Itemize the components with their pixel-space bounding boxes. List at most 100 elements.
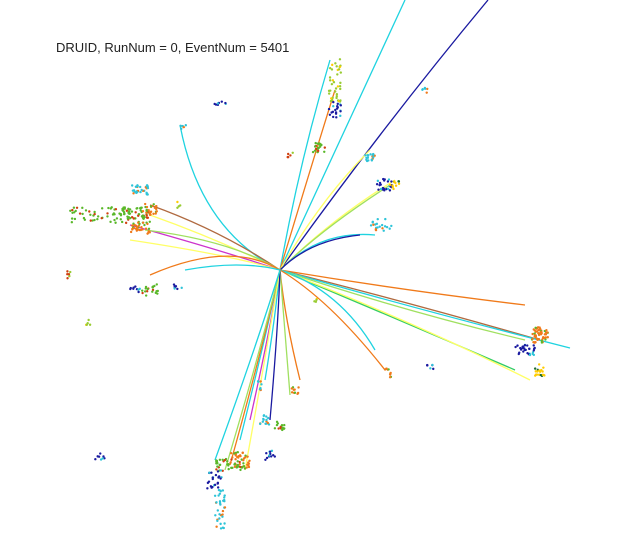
hit-dot <box>223 506 227 509</box>
hit-dot <box>387 368 390 371</box>
hit-dot <box>328 79 332 82</box>
hit-dot <box>431 363 434 367</box>
hit-dot <box>539 331 542 334</box>
hit-dot <box>213 483 217 487</box>
hit-dot <box>84 209 88 212</box>
hit-dot <box>429 367 432 370</box>
hit-dot <box>388 189 392 192</box>
hit-dot <box>330 97 333 100</box>
hit-dot <box>70 221 74 224</box>
hit-dot <box>216 519 219 523</box>
hit-dot <box>218 517 221 520</box>
hit-dot <box>91 219 94 222</box>
hit-dot <box>93 218 96 222</box>
hit-dot <box>536 338 539 342</box>
hit-dot <box>107 206 110 210</box>
hit-dot <box>545 328 548 332</box>
hit-dot <box>217 494 220 497</box>
hit-dot <box>364 154 367 157</box>
hit-dot <box>258 388 262 391</box>
hit-dot <box>128 212 132 215</box>
hit-dot <box>100 216 103 220</box>
hit-dot <box>219 469 223 472</box>
hit-dot <box>380 223 384 227</box>
hit-dot <box>124 221 128 225</box>
hit-dot <box>393 180 396 184</box>
hit-dot <box>384 217 387 221</box>
hit-dot <box>149 205 153 208</box>
hit-dot <box>532 344 535 347</box>
hit-dot <box>388 227 391 230</box>
hit-dot <box>146 186 150 190</box>
hit-dot <box>331 63 334 67</box>
hit-dot <box>145 205 149 209</box>
hit-dot <box>141 289 144 292</box>
particle-track <box>269 269 281 421</box>
hit-dot <box>541 337 544 340</box>
hit-dot <box>133 190 136 193</box>
hit-dot <box>386 187 390 190</box>
hit-dot <box>94 458 97 461</box>
particle-track <box>279 269 291 396</box>
hit-dot <box>215 462 218 465</box>
hit-dot <box>334 62 337 65</box>
hit-dot <box>425 91 428 94</box>
hit-dot <box>176 200 179 204</box>
hit-dot <box>216 470 220 473</box>
hit-dot <box>269 455 273 458</box>
hit-dot <box>176 287 179 291</box>
hit-dot <box>110 206 113 209</box>
hit-dot <box>69 209 72 212</box>
hit-dot <box>180 127 183 131</box>
hit-dot <box>141 221 145 224</box>
hit-dot <box>279 425 282 429</box>
hit-dot <box>266 416 270 420</box>
hit-dot <box>216 509 220 512</box>
hit-dot <box>222 498 226 502</box>
hit-dot <box>136 214 140 218</box>
hit-dot <box>99 452 102 455</box>
hit-dot <box>394 184 398 187</box>
hit-dot <box>132 217 135 220</box>
hit-dot <box>283 423 286 427</box>
hit-dot <box>275 423 279 427</box>
hit-dot <box>119 214 123 217</box>
hit-dot <box>179 124 182 128</box>
hit-dot <box>143 223 146 227</box>
hit-dot <box>264 458 267 462</box>
hit-dot <box>96 215 100 218</box>
hit-dot <box>136 225 139 229</box>
hit-dot <box>521 345 525 348</box>
hit-dot <box>101 457 104 460</box>
hit-dot <box>179 204 182 207</box>
hit-dot <box>397 180 400 183</box>
hit-dot <box>155 283 158 286</box>
hit-dot <box>293 391 297 394</box>
hit-dot <box>88 210 91 213</box>
hit-dot <box>540 341 544 344</box>
hit-dot <box>140 226 143 229</box>
hit-dot <box>217 488 221 492</box>
hit-dot <box>102 455 105 458</box>
hit-dot <box>155 289 158 293</box>
hit-dot <box>289 154 292 157</box>
particle-track <box>279 149 371 271</box>
hit-dot <box>523 344 527 347</box>
hit-dot <box>216 486 220 489</box>
particle-track <box>279 269 516 371</box>
hit-dot <box>546 331 549 334</box>
hit-dot <box>87 318 90 322</box>
hit-dot <box>89 213 92 216</box>
hit-dot <box>82 216 86 220</box>
hit-dot <box>313 145 317 148</box>
hit-dot <box>227 463 230 466</box>
event-title: DRUID, RunNum = 0, EventNum = 5401 <box>56 40 290 55</box>
particle-track <box>279 269 376 351</box>
hit-dot <box>378 225 381 228</box>
hit-dot <box>234 454 237 457</box>
hit-dot <box>151 290 154 293</box>
hit-dot <box>151 285 154 289</box>
hit-dot <box>314 141 317 145</box>
hit-dot <box>533 334 537 337</box>
hit-dot <box>216 102 220 105</box>
